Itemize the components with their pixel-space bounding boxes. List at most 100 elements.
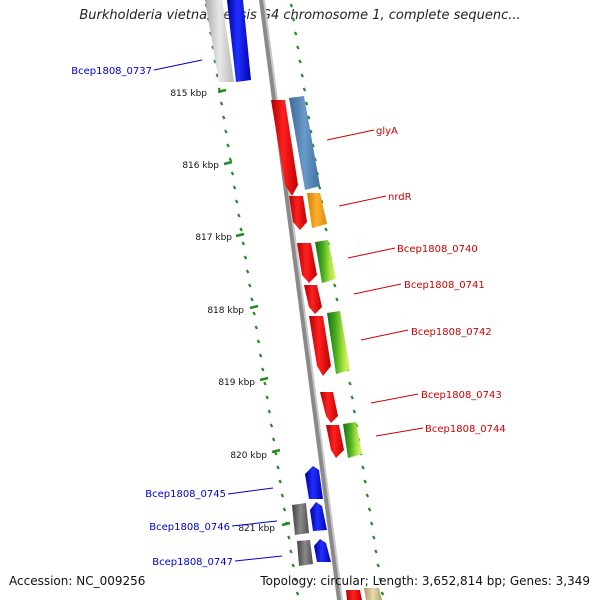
gene-label-bcep1808-0741[interactable]: Bcep1808_0741 bbox=[404, 280, 485, 291]
gene-shape-bcep1808-0746[interactable] bbox=[310, 502, 327, 531]
leader-line-nrdr bbox=[338, 195, 387, 207]
gene-shape-nrdr-ortholog[interactable] bbox=[307, 193, 327, 228]
guide-dot bbox=[376, 563, 380, 568]
guide-dot bbox=[232, 185, 237, 190]
position-ruler: 815 kbp 816 kbp 817 kbp 818 kbp 819 kbp 820 k… bbox=[170, 88, 291, 534]
guide-dot bbox=[291, 563, 295, 568]
ruler-label: 818 kbp bbox=[207, 306, 244, 316]
guide-dot bbox=[230, 171, 235, 176]
map-title: Burkholderia vietnamiensis G4 chromosome… bbox=[79, 8, 521, 23]
guide-dot bbox=[282, 507, 287, 512]
guide-dot bbox=[372, 535, 376, 540]
ruler-label: 815 kbp bbox=[170, 89, 207, 99]
ruler-label: 821 kbp bbox=[238, 524, 275, 534]
guide-dot bbox=[295, 591, 300, 596]
ruler-label: 817 kbp bbox=[195, 233, 232, 243]
guide-dot bbox=[228, 157, 232, 162]
ruler-label: 819 kbp bbox=[218, 378, 255, 388]
gene-label-bcep1808-0745[interactable]: Bcep1808_0745 bbox=[145, 489, 226, 500]
guide-dot bbox=[352, 409, 357, 414]
gene-shape-bcep1808-0742-ortholog[interactable] bbox=[327, 311, 350, 374]
guide-dot bbox=[241, 241, 245, 246]
gene-track[interactable] bbox=[205, 0, 382, 600]
guide-dot bbox=[361, 465, 365, 470]
gene-label-bcep1808-0742[interactable]: Bcep1808_0742 bbox=[411, 327, 492, 338]
gene-shape-bcep1808-0742[interactable] bbox=[309, 316, 331, 376]
guide-dot bbox=[239, 227, 243, 232]
ruler-label: 816 kbp bbox=[182, 161, 219, 171]
guide-dot bbox=[289, 549, 293, 554]
gene-shape-next-ortholog[interactable] bbox=[364, 588, 382, 600]
gene-shape-nrdr[interactable] bbox=[289, 196, 307, 230]
guide-dot bbox=[274, 451, 278, 456]
gene-label-bcep1808-0747[interactable]: Bcep1808_0747 bbox=[152, 557, 233, 568]
gene-shape-next-forward[interactable] bbox=[346, 590, 362, 600]
guide-dot bbox=[333, 283, 337, 288]
guide-dot bbox=[363, 479, 367, 484]
guide-dot bbox=[293, 31, 298, 36]
guide-dot bbox=[350, 395, 354, 400]
ruler-tick bbox=[259, 376, 269, 382]
ruler-tick bbox=[271, 448, 281, 454]
guide-dot bbox=[215, 73, 219, 78]
gene-shape-bcep1808-0744[interactable] bbox=[326, 425, 344, 458]
gene-label-glya[interactable]: glyA bbox=[376, 126, 398, 137]
guide-dot bbox=[306, 115, 311, 120]
guide-dot bbox=[335, 297, 339, 302]
ruler-tick bbox=[249, 304, 259, 310]
gene-label-nrdr[interactable]: nrdR bbox=[388, 192, 412, 203]
gene-shape-bcep1808-0745[interactable] bbox=[305, 466, 323, 499]
guide-dot bbox=[302, 87, 307, 92]
guide-dot bbox=[248, 283, 252, 288]
leader-line-bcep1808-0741 bbox=[353, 283, 402, 295]
guide-dot bbox=[278, 479, 282, 484]
guide-dot bbox=[369, 521, 374, 526]
guide-dot bbox=[269, 423, 274, 428]
gene-label-bcep1808-0740[interactable]: Bcep1808_0740 bbox=[397, 244, 478, 255]
leader-line-bcep1808-0747 bbox=[234, 555, 283, 562]
gene-shape-bcep1808-0741[interactable] bbox=[304, 285, 322, 314]
gene-shape-glya[interactable] bbox=[271, 100, 298, 196]
gene-shape-glya-ortholog[interactable] bbox=[289, 96, 320, 190]
guide-dot bbox=[243, 255, 248, 260]
gene-shape-bcep1808-0740-ortholog[interactable] bbox=[315, 240, 336, 283]
gene-label-bcep1808-0746[interactable]: Bcep1808_0746 bbox=[149, 522, 230, 533]
topology-summary: Topology: circular; Length: 3,652,814 bp… bbox=[260, 574, 590, 588]
leader-line-bcep1808-0742 bbox=[360, 329, 409, 341]
guide-dot bbox=[252, 311, 256, 316]
guide-dot bbox=[280, 493, 285, 498]
leader-line-bcep1808-0740 bbox=[347, 247, 396, 259]
gene-shape-bcep1808-0744-ortholog[interactable] bbox=[343, 422, 362, 458]
guide-dot bbox=[317, 185, 322, 190]
gene-label-bcep1808-0744[interactable]: Bcep1808_0744 bbox=[425, 424, 506, 435]
gene-shape-bcep1808-0737[interactable] bbox=[227, 0, 251, 82]
gene-shape-bcep1808-0747-ortholog[interactable] bbox=[297, 540, 313, 566]
gene-shape-bcep1808-0743[interactable] bbox=[320, 392, 338, 423]
guide-dot bbox=[300, 73, 304, 78]
guide-dot bbox=[235, 199, 239, 204]
gene-label-bcep1808-0743[interactable]: Bcep1808_0743 bbox=[421, 390, 502, 401]
gene-label-bcep1808-0737[interactable]: Bcep1808_0737 bbox=[71, 66, 152, 77]
guide-dot bbox=[380, 591, 385, 596]
guide-dot bbox=[367, 507, 372, 512]
guide-dot bbox=[213, 59, 217, 64]
guide-dot bbox=[226, 143, 230, 148]
gene-shape-bcep1808-0740[interactable] bbox=[297, 243, 317, 283]
leader-line-bcep1808-0737 bbox=[153, 59, 203, 71]
guide-dot bbox=[261, 367, 265, 372]
guide-dot bbox=[365, 493, 370, 498]
guide-dot bbox=[348, 381, 352, 386]
guide-dot bbox=[289, 3, 294, 8]
gene-shape-bcep1808-0747[interactable] bbox=[314, 539, 331, 562]
ruler-label: 820 kbp bbox=[230, 451, 267, 461]
gene-labels[interactable]: Bcep1808_0737 glyA nrdR Bcep1808_0740 Bcep18… bbox=[71, 59, 506, 568]
guide-dot bbox=[374, 549, 378, 554]
guide-dot bbox=[298, 59, 302, 64]
gene-shape-bcep1808-0746-ortholog[interactable] bbox=[292, 503, 309, 535]
guide-dot bbox=[296, 45, 300, 50]
gene-shape-bcep1808-0737-ortholog[interactable] bbox=[205, 0, 234, 82]
guide-dot bbox=[304, 101, 309, 106]
guide-dot bbox=[221, 115, 226, 120]
guide-dot bbox=[219, 101, 224, 106]
